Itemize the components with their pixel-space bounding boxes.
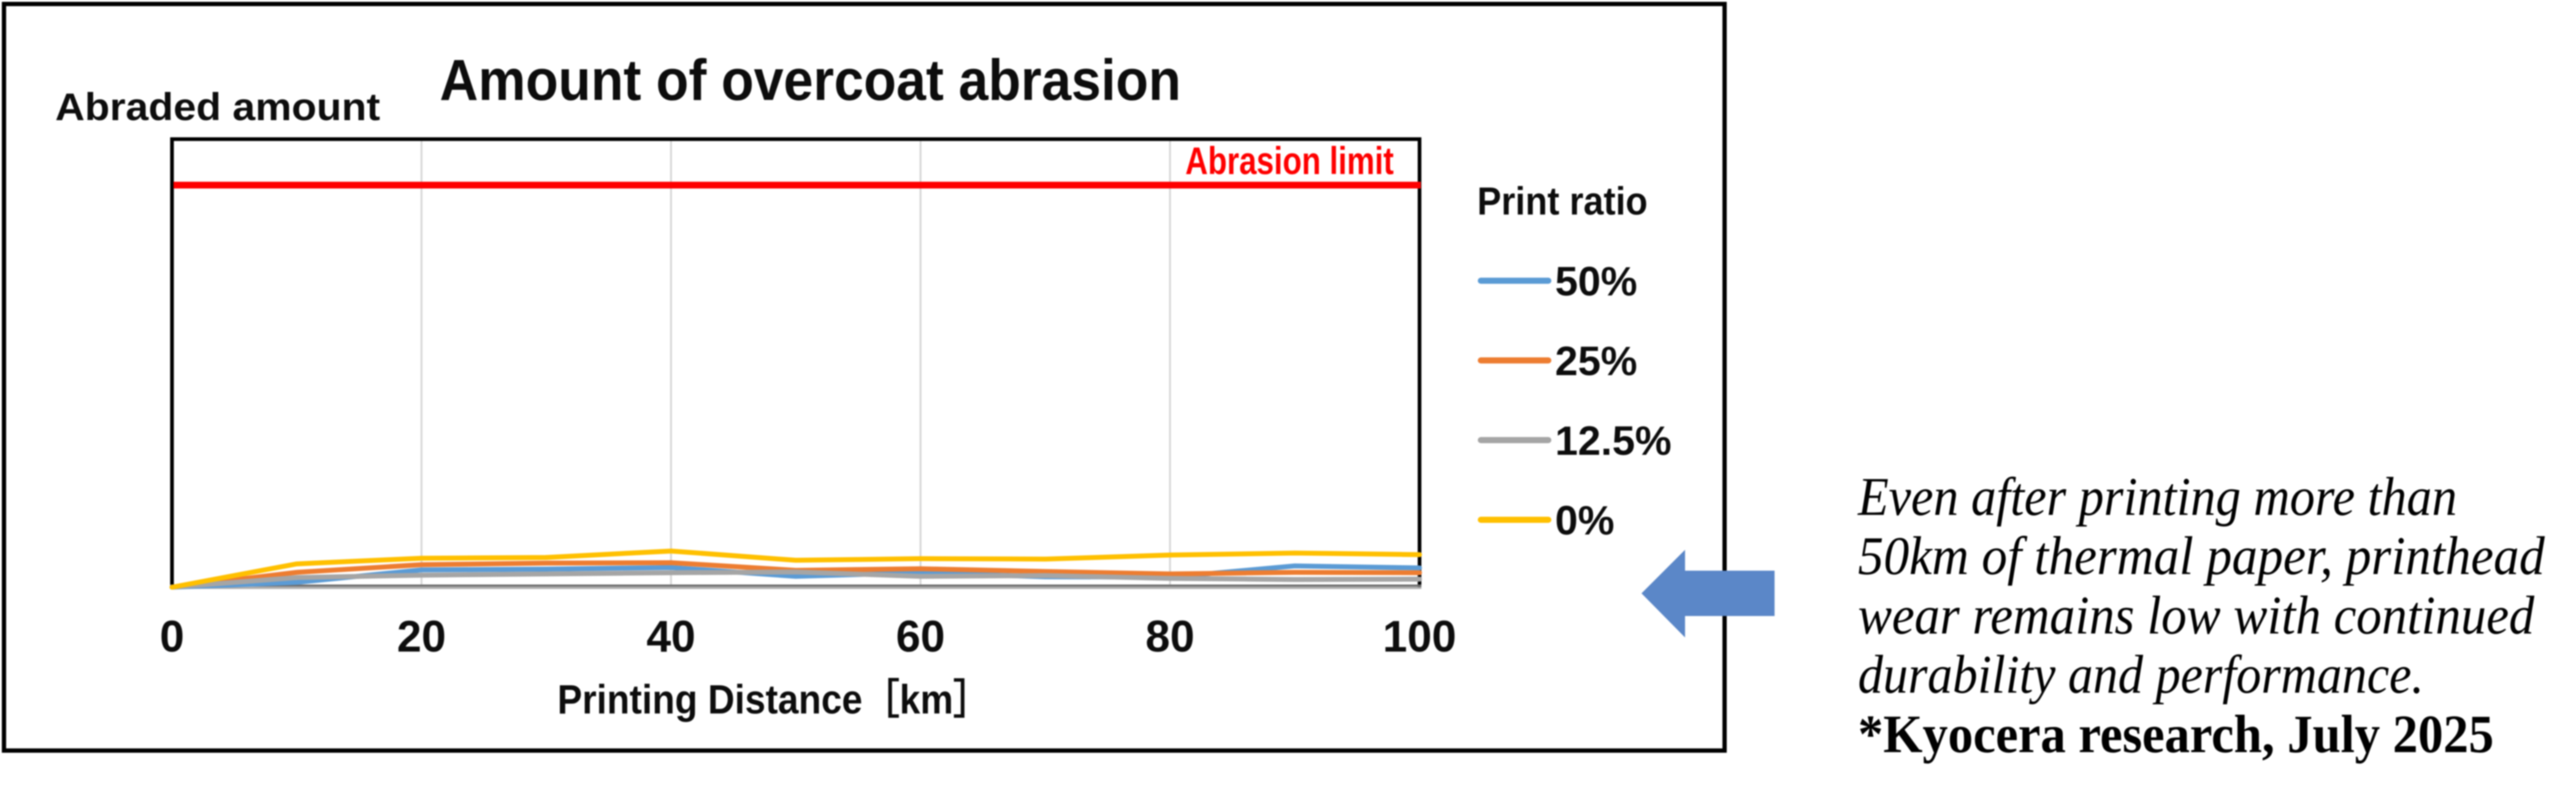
annotation-source: *Kyocera research, July 2025 xyxy=(1858,705,2494,764)
legend-title: Print ratio xyxy=(1477,179,1648,223)
left-arrow-shape xyxy=(1642,550,1775,637)
annotation-line-3: wear remains low with continued xyxy=(1858,585,2534,645)
legend-label-25%: 25% xyxy=(1555,338,1637,384)
annotation-line-1: Even after printing more than xyxy=(1857,467,2457,527)
legend-label-12.5%: 12.5% xyxy=(1555,418,1672,464)
legend: 50% 25% 12.5% 0% xyxy=(1478,259,1672,544)
x-tick-label-80: 80 xyxy=(1145,612,1194,661)
x-tick-label-0: 0 xyxy=(159,612,184,661)
y-axis-label: Abraded amount xyxy=(55,86,380,129)
plot-frame xyxy=(170,137,1421,587)
legend-label-50%: 50% xyxy=(1555,259,1637,305)
annotation-line-4: durability and performance. xyxy=(1858,645,2424,705)
panel-border xyxy=(2,2,1727,753)
x-axis-label: Printing Distance［km］ xyxy=(557,677,990,723)
series-line-0% xyxy=(169,548,1422,590)
x-tick-labels: 0 20 40 60 80 100 xyxy=(159,612,1456,661)
chart-title: Amount of overcoat abrasion xyxy=(440,48,1181,113)
abrasion-limit-label: Abrasion limit xyxy=(1185,140,1394,183)
x-tick-label-20: 20 xyxy=(397,612,446,661)
annotation-line-2: 50km of thermal paper, printhead xyxy=(1858,527,2545,587)
x-tick-label-40: 40 xyxy=(646,612,695,661)
gridlines xyxy=(420,141,1171,586)
x-tick-label-100: 100 xyxy=(1383,612,1456,661)
series-line-12.5% xyxy=(169,569,1422,590)
legend-label-0%: 0% xyxy=(1555,498,1615,544)
x-tick-label-60: 60 xyxy=(896,612,945,661)
